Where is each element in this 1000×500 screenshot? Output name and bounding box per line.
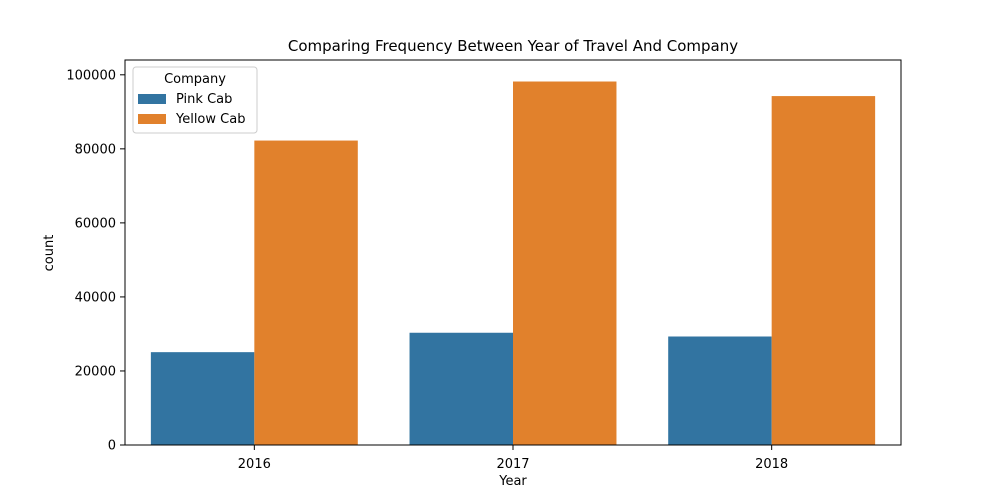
bar-yellow-cab-2016 (254, 140, 358, 445)
y-tick-label: 20000 (75, 364, 116, 379)
chart-title: Comparing Frequency Between Year of Trav… (288, 37, 738, 55)
legend-swatch-pink-cab (138, 94, 166, 104)
y-tick-label: 0 (108, 439, 116, 454)
legend-title: Company (164, 72, 226, 87)
legend: Company Pink Cab Yellow Cab (132, 66, 258, 134)
x-tick-label: 2017 (496, 457, 529, 472)
y-tick-label: 80000 (75, 142, 116, 157)
bar-pink-cab-2017 (409, 332, 513, 445)
y-tick-label: 100000 (66, 68, 116, 83)
bar-yellow-cab-2018 (771, 96, 876, 445)
legend-label-yellow-cab: Yellow Cab (175, 112, 245, 127)
x-axis-label: Year (498, 474, 527, 489)
y-tick-label: 60000 (75, 216, 116, 231)
x-tick-label: 2018 (755, 457, 788, 472)
bar-yellow-cab-2017 (513, 81, 617, 445)
x-tick-label: 2016 (238, 457, 271, 472)
y-axis-label: count (42, 235, 57, 272)
y-tick-label: 40000 (75, 290, 116, 305)
bar-pink-cab-2016 (150, 352, 255, 445)
legend-label-pink-cab: Pink Cab (176, 92, 232, 107)
bar-pink-cab-2018 (668, 336, 772, 445)
plot-area: 0 20000 40000 60000 80000 100000 2016 2017 2018 (66, 59, 902, 472)
legend-swatch-yellow-cab (138, 114, 166, 124)
